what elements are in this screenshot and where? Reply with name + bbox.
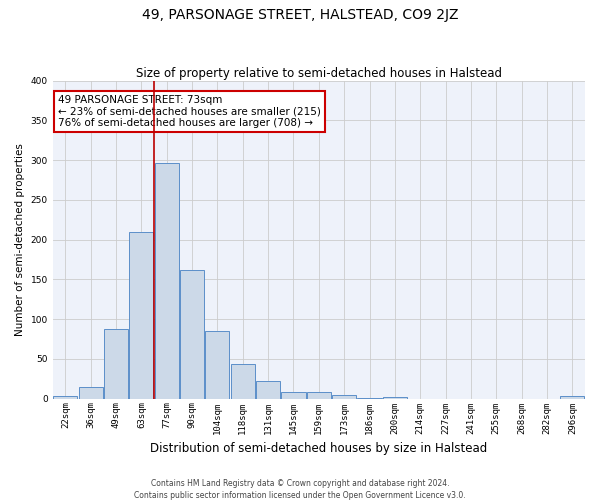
- X-axis label: Distribution of semi-detached houses by size in Halstead: Distribution of semi-detached houses by …: [150, 442, 487, 455]
- Bar: [104, 328, 128, 398]
- Bar: [383, 397, 407, 398]
- Text: 49 PARSONAGE STREET: 73sqm
← 23% of semi-detached houses are smaller (215)
76% o: 49 PARSONAGE STREET: 73sqm ← 23% of semi…: [58, 95, 321, 128]
- Bar: [205, 331, 229, 398]
- Title: Size of property relative to semi-detached houses in Halstead: Size of property relative to semi-detach…: [136, 66, 502, 80]
- Bar: [256, 381, 280, 398]
- Text: Contains HM Land Registry data © Crown copyright and database right 2024.
Contai: Contains HM Land Registry data © Crown c…: [134, 478, 466, 500]
- Bar: [307, 392, 331, 398]
- Bar: [79, 386, 103, 398]
- Bar: [130, 232, 154, 398]
- Bar: [155, 162, 179, 398]
- Bar: [281, 392, 305, 398]
- Bar: [560, 396, 584, 398]
- Text: 49, PARSONAGE STREET, HALSTEAD, CO9 2JZ: 49, PARSONAGE STREET, HALSTEAD, CO9 2JZ: [142, 8, 458, 22]
- Bar: [180, 270, 204, 398]
- Bar: [332, 394, 356, 398]
- Bar: [53, 396, 77, 398]
- Bar: [231, 364, 255, 398]
- Y-axis label: Number of semi-detached properties: Number of semi-detached properties: [15, 143, 25, 336]
